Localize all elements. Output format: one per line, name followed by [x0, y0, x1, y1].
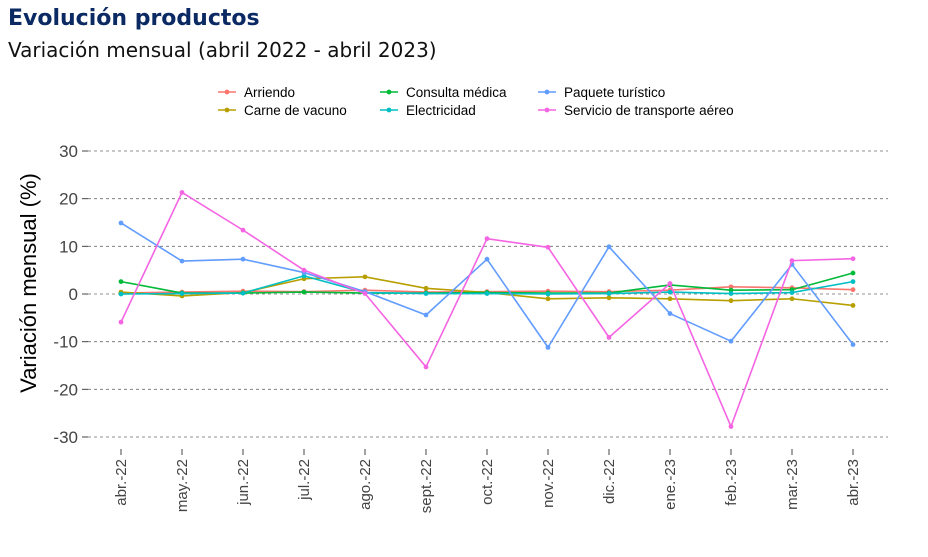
y-tick-label: 30	[59, 142, 78, 161]
data-point	[423, 364, 429, 370]
legend-label: Electricidad	[406, 103, 476, 118]
data-point	[606, 244, 612, 250]
data-point	[850, 287, 856, 293]
x-tick-label: sept.-22	[418, 459, 435, 513]
data-point	[728, 424, 734, 429]
series-line	[120, 222, 854, 349]
x-tick-label: mar.-23	[784, 459, 801, 510]
data-point	[789, 296, 795, 302]
data-point	[423, 285, 429, 291]
y-tick-label: -20	[53, 380, 78, 399]
data-point	[301, 273, 307, 279]
data-point	[850, 270, 856, 276]
data-point	[606, 291, 612, 296]
legend-key-point	[544, 89, 550, 95]
data-point	[728, 291, 734, 296]
series-lines	[118, 190, 856, 429]
legend-label: Carne de vacuno	[244, 103, 347, 118]
data-point	[789, 290, 795, 295]
legend-item: Servicio de transporte aéreo	[538, 103, 734, 118]
legend-key-point	[224, 107, 230, 113]
x-tick-label: jul.-22	[296, 459, 313, 501]
data-point	[850, 256, 856, 262]
x-tick-label: abr.-23	[845, 459, 862, 506]
legend: Arriendo Carne de vacuno Consulta médica El…	[218, 85, 734, 118]
x-tick-label: ene.-23	[662, 459, 679, 510]
legend-key-point	[386, 89, 392, 95]
legend-item: Carne de vacuno	[218, 103, 347, 118]
legend-item: Consulta médica	[380, 85, 507, 100]
data-point	[484, 236, 490, 242]
data-point	[118, 319, 124, 325]
legend-key-point	[544, 107, 550, 113]
data-point	[728, 287, 734, 293]
y-axis: 30 20 10 0 -10 -20 -30	[53, 142, 88, 447]
data-point	[545, 344, 551, 350]
x-tick-label: ago.-22	[357, 459, 374, 510]
data-point	[118, 279, 124, 285]
legend-label: Paquete turístico	[564, 85, 665, 100]
data-point	[728, 284, 734, 290]
data-point	[850, 279, 856, 285]
legend-label: Servicio de transporte aéreo	[564, 103, 734, 118]
x-tick-label: abr.-22	[113, 459, 130, 506]
data-point	[179, 190, 185, 195]
data-point	[179, 258, 185, 264]
series-line	[120, 191, 854, 428]
data-point	[606, 295, 612, 301]
legend-item: Paquete turístico	[538, 85, 665, 100]
data-point	[789, 258, 795, 264]
data-point	[667, 311, 673, 316]
x-tick-label: dic.-22	[601, 459, 618, 504]
data-point	[850, 303, 856, 308]
data-point	[301, 289, 307, 295]
y-tick-label: 20	[59, 190, 78, 209]
y-tick-label: 10	[59, 237, 78, 256]
x-tick-label: may.-22	[174, 459, 191, 512]
x-tick-label: oct.-22	[479, 459, 496, 505]
data-point	[362, 274, 368, 280]
data-point	[423, 312, 429, 318]
legend-key-point	[386, 107, 392, 113]
x-axis: abr.-22 may.-22 jun.-22 jul.-22 ago.-22 sept.…	[113, 449, 862, 513]
chart-subtitle: Variación mensual (abril 2022 - abril 20…	[8, 38, 437, 62]
data-point	[728, 298, 734, 304]
data-point	[240, 227, 246, 233]
y-tick-label: -30	[53, 428, 78, 447]
data-point	[118, 291, 124, 297]
data-point	[545, 244, 551, 250]
data-point	[118, 220, 124, 226]
data-point	[240, 290, 246, 296]
data-point	[850, 342, 856, 347]
data-point	[667, 289, 673, 295]
data-point	[667, 281, 673, 286]
legend-label: Arriendo	[244, 85, 295, 100]
legend-item: Electricidad	[380, 103, 476, 118]
y-tick-label: -10	[53, 333, 78, 352]
legend-key-point	[224, 89, 230, 95]
x-tick-label: jun.-22	[235, 459, 252, 506]
legend-item: Arriendo	[218, 85, 295, 100]
x-tick-label: nov.-22	[540, 459, 557, 508]
data-point	[362, 291, 368, 296]
chart-title: Evolución productos	[8, 6, 260, 31]
grid-lines	[88, 150, 888, 438]
data-point	[545, 291, 551, 297]
data-point	[301, 267, 307, 273]
data-point	[545, 296, 551, 302]
data-point	[240, 256, 246, 262]
legend-label: Consulta médica	[406, 85, 507, 100]
data-point	[179, 291, 185, 296]
data-point	[484, 256, 490, 262]
data-point	[484, 291, 490, 296]
data-point	[728, 338, 734, 344]
y-tick-label: 0	[69, 285, 78, 304]
data-point	[667, 296, 673, 302]
data-point	[606, 334, 612, 340]
y-axis-title: Variación mensual (%)	[16, 173, 41, 393]
x-tick-label: feb.-23	[723, 459, 740, 506]
data-point	[423, 291, 429, 296]
